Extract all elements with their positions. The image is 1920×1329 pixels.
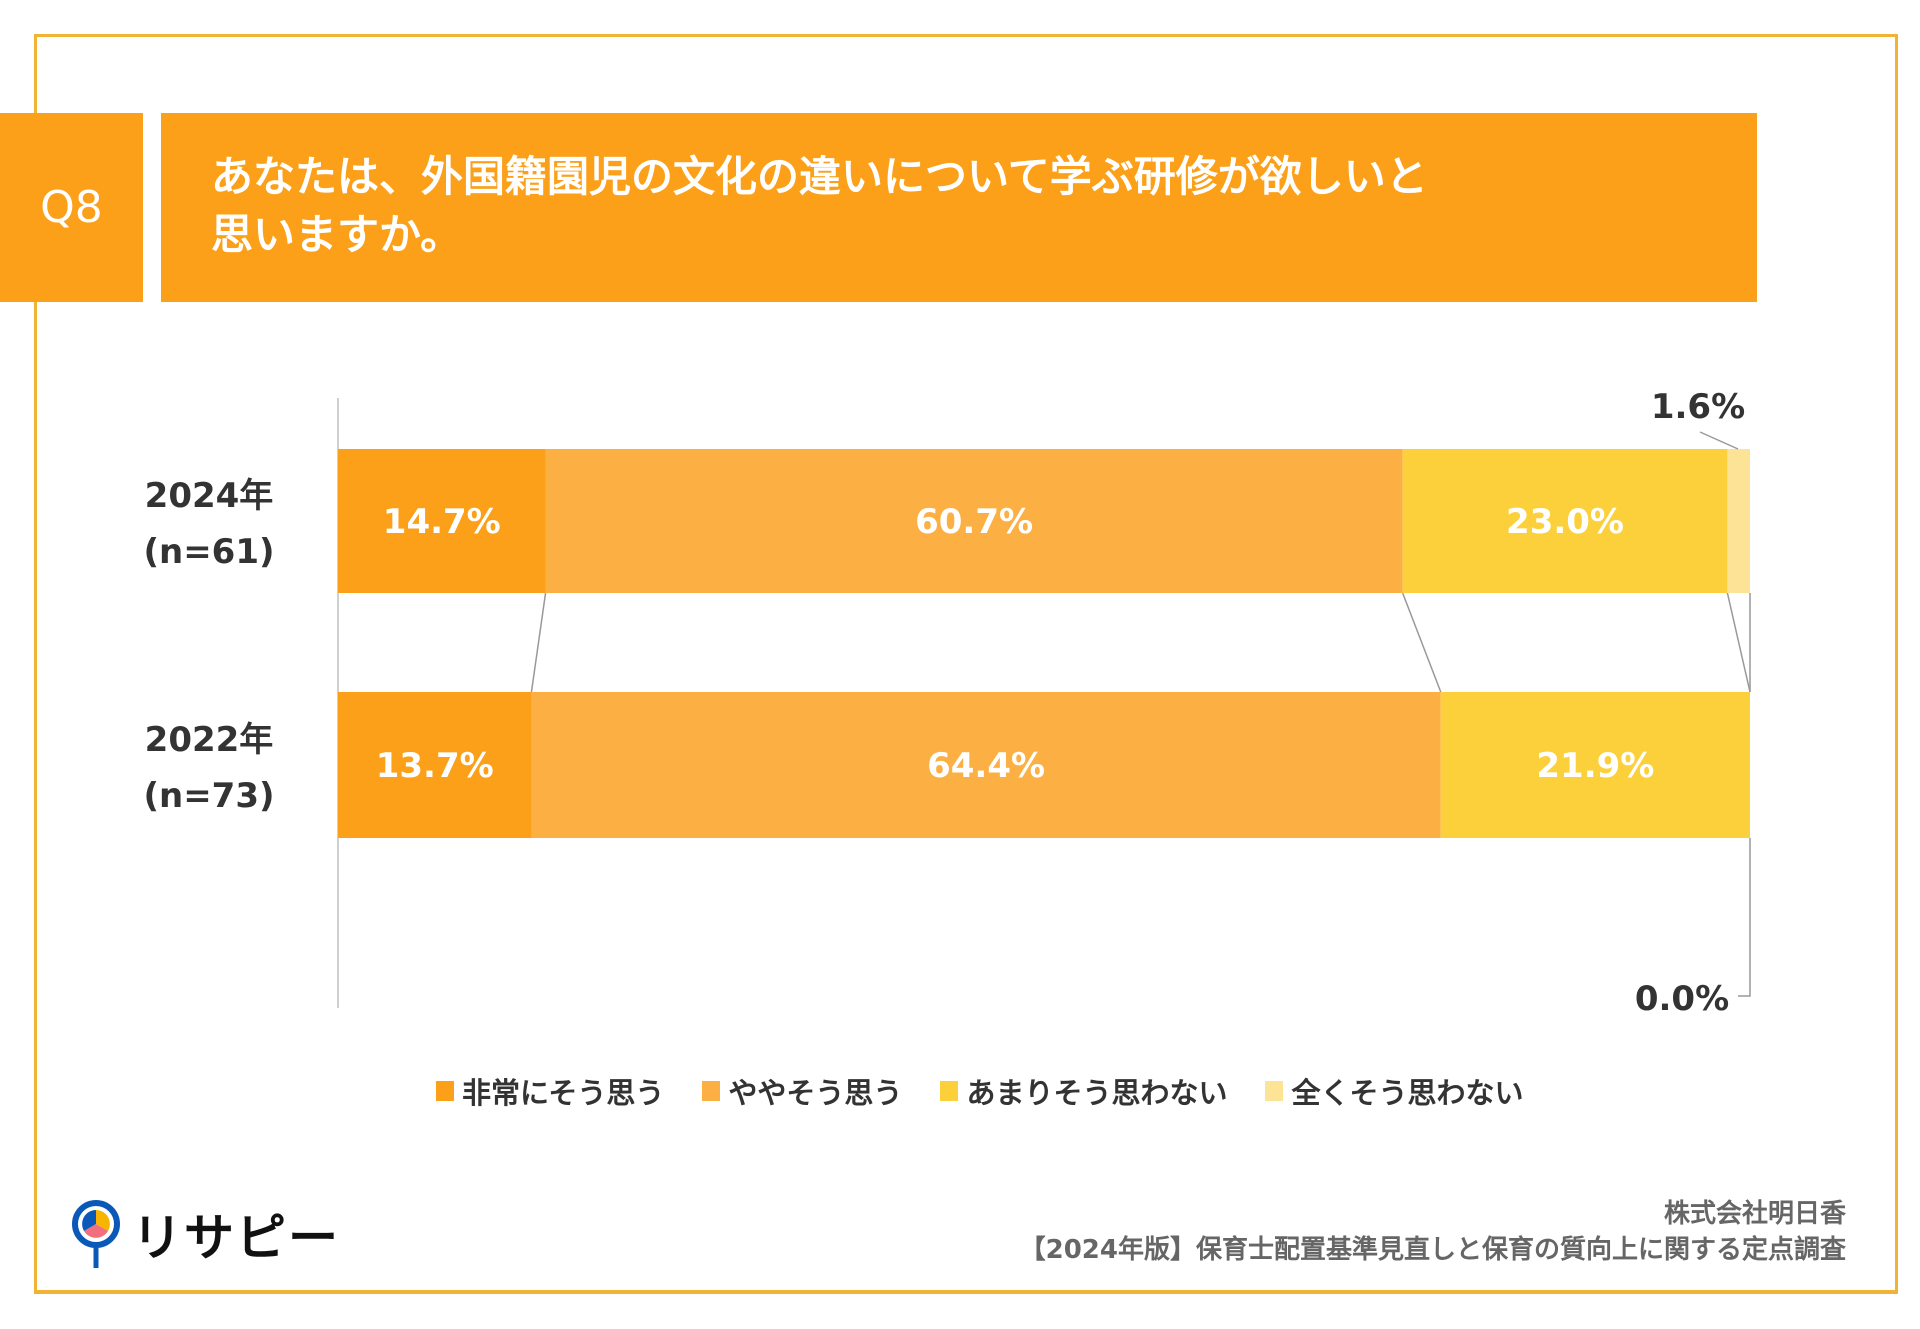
category-label: 2022年 <box>145 720 274 760</box>
legend-swatch <box>436 1081 454 1101</box>
logo-text: リサピー <box>132 1209 340 1267</box>
legend-item: あまりそう思わない <box>940 1070 1227 1112</box>
data-label: 0.0% <box>1635 979 1729 1019</box>
legend-item: 非常にそう思う <box>436 1070 664 1112</box>
legend: 非常にそう思う ややそう思う あまりそう思わない 全くそう思わない <box>436 1070 1561 1112</box>
legend-item: 全くそう思わない <box>1265 1070 1523 1112</box>
question-number-box: Q8 <box>0 113 143 302</box>
question-title-line1: あなたは、外国籍園児の文化の違いについて学ぶ研修が欲しいと <box>211 152 1428 201</box>
series-connector-line <box>1401 592 1442 693</box>
category-sublabel: (n=73) <box>143 776 274 816</box>
bar-segment <box>1440 692 1750 838</box>
data-label: 60.7% <box>915 502 1033 542</box>
data-label: 1.6% <box>1651 387 1745 427</box>
footer-credits: 株式会社明日香 【2024年版】保育士配置基準見直しと保育の質向上に関する定点調… <box>1020 1196 1846 1268</box>
risapy-logo: リサピー <box>70 1198 340 1270</box>
bar-segment <box>545 449 1403 593</box>
data-label: 21.9% <box>1536 746 1654 786</box>
data-label: 13.7% <box>376 746 494 786</box>
bar-segment <box>338 692 532 838</box>
label-leader-line <box>1738 838 1751 997</box>
question-title-line2: 思いますか。 <box>211 210 463 259</box>
label-leader-line <box>1699 431 1739 450</box>
bar-segment <box>338 449 546 593</box>
question-title-box: あなたは、外国籍園児の文化の違いについて学ぶ研修が欲しいと 思いますか。 <box>161 113 1757 302</box>
series-connector-line <box>1726 592 1751 693</box>
slide-frame <box>34 34 1898 1294</box>
legend-label: 全くそう思わない <box>1291 1076 1524 1110</box>
legend-item: ややそう思う <box>702 1070 902 1112</box>
footer-survey-title: 【2024年版】保育士配置基準見直しと保育の質向上に関する定点調査 <box>1019 1235 1846 1265</box>
legend-swatch <box>940 1081 959 1101</box>
data-label: 14.7% <box>383 502 501 542</box>
category-sublabel: (n=61) <box>143 532 274 572</box>
category-label: 2024年 <box>145 476 274 516</box>
legend-label: ややそう思う <box>728 1076 903 1110</box>
legend-swatch <box>1265 1081 1284 1101</box>
bar-segment <box>1402 449 1728 593</box>
bar-segment <box>1727 449 1750 593</box>
series-connector-line <box>530 592 547 693</box>
legend-label: あまりそう思わない <box>966 1076 1228 1110</box>
data-label: 64.4% <box>927 746 1045 786</box>
legend-swatch <box>702 1081 721 1101</box>
logo-pin-icon <box>72 1200 120 1268</box>
footer-company: 株式会社明日香 <box>1663 1199 1846 1229</box>
bar-segment <box>531 692 1441 838</box>
legend-label: 非常にそう思う <box>462 1076 665 1110</box>
question-number: Q8 <box>40 182 103 233</box>
data-label: 23.0% <box>1506 502 1624 542</box>
